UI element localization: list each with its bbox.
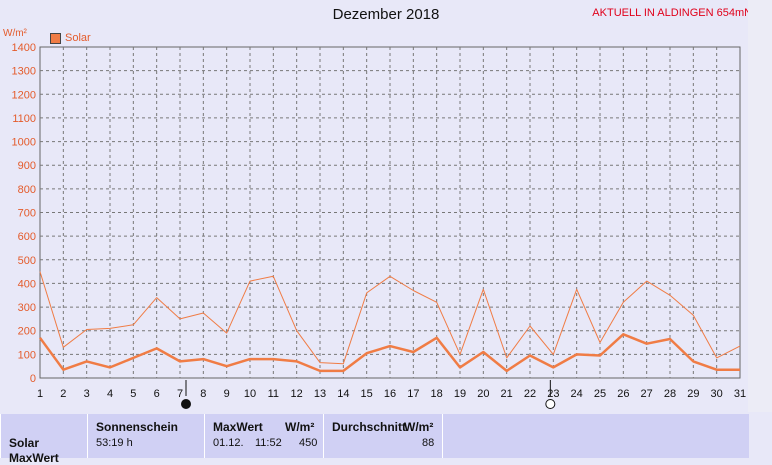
y-tick-label: 600 bbox=[18, 231, 36, 243]
x-tick-label: 6 bbox=[154, 388, 160, 400]
chart-canvas: 0 100 200 300 400 500 600 700 800 900 1000 1100 1200… bbox=[12, 42, 746, 409]
y-tick-label: 1400 bbox=[12, 42, 36, 54]
stats-row-label: Solar bbox=[9, 436, 40, 450]
x-tick-label: 20 bbox=[477, 388, 489, 400]
x-tick-label: 7 bbox=[177, 388, 183, 400]
stats-label-panel: Solar MaxWert bbox=[0, 414, 87, 465]
chart-title: Dezember 2018 bbox=[332, 6, 440, 23]
y-tick-label: 800 bbox=[18, 184, 36, 196]
x-tick-label: 31 bbox=[734, 388, 746, 400]
maxwert-time: 11:52 bbox=[255, 437, 282, 449]
legend-label: Solar bbox=[65, 32, 91, 44]
x-tick-label: 8 bbox=[200, 388, 206, 400]
maxwert-header: MaxWert bbox=[213, 420, 263, 434]
x-tick-label: 10 bbox=[244, 388, 256, 400]
x-tick-label: 18 bbox=[431, 388, 443, 400]
durchschnitt-panel: Durchschnitt W/m² 88 bbox=[323, 414, 442, 458]
x-tick-label: 16 bbox=[384, 388, 396, 400]
x-tick-label: 27 bbox=[641, 388, 653, 400]
series-line-avg bbox=[38, 333, 740, 373]
stats-row-label-2: MaxWert bbox=[9, 451, 59, 465]
legend-swatch bbox=[50, 32, 61, 44]
durchschnitt-header: Durchschnitt bbox=[332, 420, 407, 434]
x-tick-label: 19 bbox=[454, 388, 466, 400]
durchschnitt-value: 88 bbox=[422, 437, 435, 449]
x-tick-label: 25 bbox=[594, 388, 606, 400]
x-tick-label: 29 bbox=[687, 388, 699, 400]
maxwert-panel: MaxWert W/m² 01.12. 11:52 450 bbox=[204, 414, 323, 458]
y-tick-label: 300 bbox=[18, 302, 36, 314]
series-line-max bbox=[39, 271, 741, 365]
x-tick-label: 9 bbox=[224, 388, 230, 400]
y-tick-label: 1000 bbox=[12, 137, 36, 149]
stats-empty-panel bbox=[442, 414, 749, 458]
station-label: AKTUELL IN ALDINGEN 654mNN bbox=[592, 7, 760, 19]
x-tick-label: 13 bbox=[314, 388, 326, 400]
sonnenschein-header: Sonnenschein bbox=[96, 420, 179, 434]
x-tick-label: 1 bbox=[37, 388, 43, 400]
x-tick-label: 23 bbox=[547, 388, 559, 400]
x-tick-label: 5 bbox=[130, 388, 136, 400]
x-tick-label: 22 bbox=[524, 388, 536, 400]
y-tick-label: 400 bbox=[18, 278, 36, 290]
y-tick-label: 1100 bbox=[12, 113, 36, 125]
x-tick-label: 15 bbox=[361, 388, 373, 400]
y-tick-label: 1300 bbox=[12, 66, 36, 78]
x-tick-label: 28 bbox=[664, 388, 676, 400]
x-tick-label: 14 bbox=[337, 388, 349, 400]
x-tick-label: 3 bbox=[84, 388, 90, 400]
maxwert-value: 450 bbox=[299, 437, 318, 449]
x-tick-label: 2 bbox=[60, 388, 66, 400]
maxwert-date: 01.12. bbox=[213, 437, 244, 449]
y-tick-label: 200 bbox=[18, 326, 36, 338]
x-tick-label: 24 bbox=[571, 388, 583, 400]
maxwert-unit: W/m² bbox=[285, 420, 315, 434]
y-tick-label: 700 bbox=[18, 208, 36, 220]
x-tick-label: 4 bbox=[107, 388, 113, 400]
x-tick-label: 26 bbox=[617, 388, 629, 400]
y-tick-label: 900 bbox=[18, 160, 36, 172]
sonnenschein-panel: Sonnenschein 53:19 h bbox=[87, 414, 204, 458]
sonnenschein-value: 53:19 h bbox=[96, 437, 133, 449]
y-tick-label: 500 bbox=[18, 255, 36, 267]
y-tick-label: 0 bbox=[30, 373, 36, 385]
y-tick-label: 1200 bbox=[12, 89, 36, 101]
x-tick-label: 12 bbox=[291, 388, 303, 400]
y-tick-label: 100 bbox=[18, 349, 36, 361]
x-tick-label: 17 bbox=[407, 388, 419, 400]
x-tick-label: 30 bbox=[711, 388, 723, 400]
durchschnitt-unit: W/m² bbox=[404, 420, 434, 434]
right-scale-strip bbox=[748, 0, 772, 412]
legend: Solar bbox=[50, 32, 91, 44]
full-moon-icon bbox=[545, 399, 556, 409]
x-tick-label: 21 bbox=[501, 388, 513, 400]
y-unit-label: W/m² bbox=[3, 28, 27, 39]
x-tick-label: 11 bbox=[268, 388, 279, 400]
new-moon-icon bbox=[181, 399, 191, 409]
